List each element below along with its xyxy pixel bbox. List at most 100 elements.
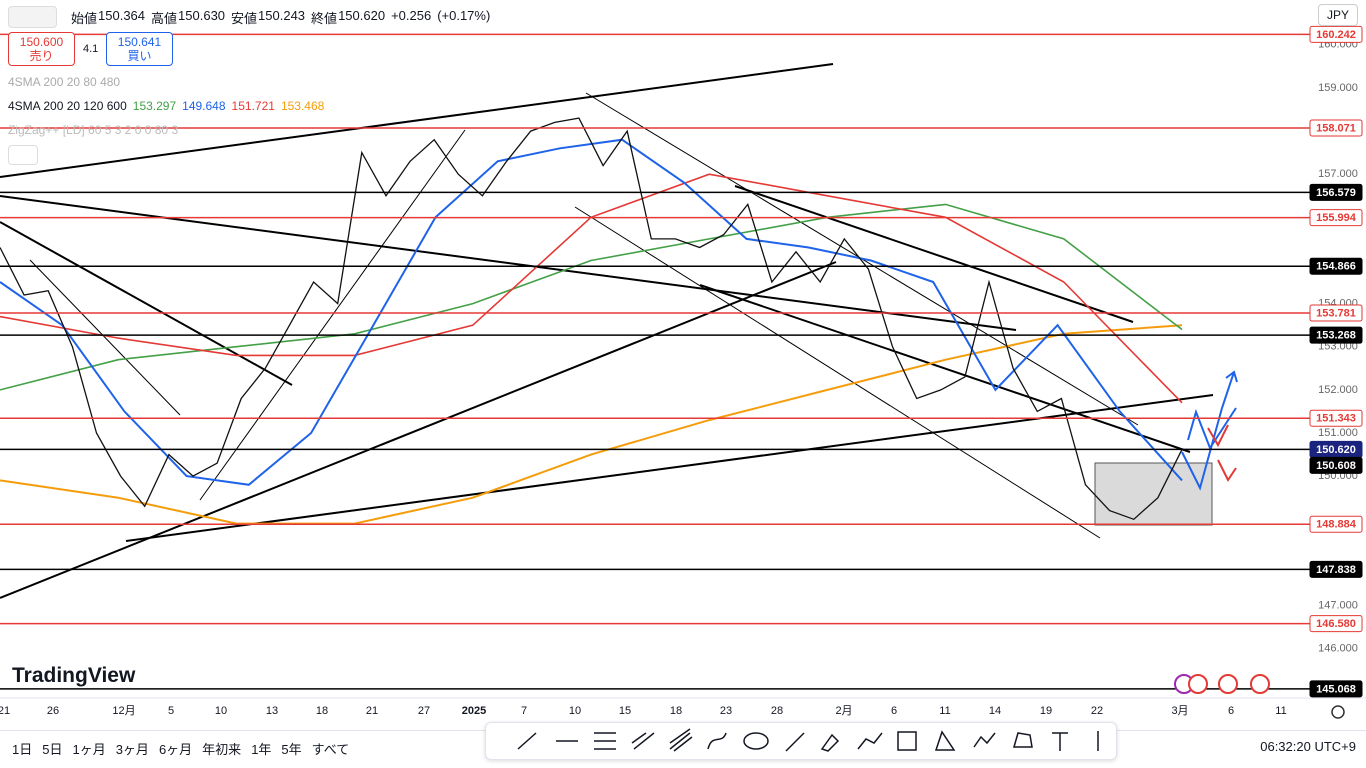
x-tick-label: 15 xyxy=(619,705,631,717)
tool-triangle[interactable] xyxy=(934,730,956,751)
indicator-name: 4SMA 200 20 120 600 xyxy=(8,99,127,113)
label: 安値 xyxy=(231,11,258,26)
indicator-legend[interactable]: 4SMA 200 20 80 480 xyxy=(8,75,126,89)
x-tick-label: 27 xyxy=(418,705,430,717)
tool-path[interactable] xyxy=(857,732,883,750)
level-label: 158.071 xyxy=(1316,122,1356,134)
level-label-bg xyxy=(1309,515,1363,533)
event-icon[interactable] xyxy=(1218,674,1238,694)
level-label-bg xyxy=(1309,456,1363,474)
x-tick-label: 7 xyxy=(521,705,527,717)
x-tick-label: 22 xyxy=(1091,705,1103,717)
timeframe-button[interactable]: すべて xyxy=(311,742,350,757)
x-tick-label: 2月 xyxy=(835,705,852,717)
level-label-bg xyxy=(1309,560,1363,578)
indicator-value: 149.648 xyxy=(182,99,226,113)
buy-price: 150.641 xyxy=(117,35,162,49)
label: 終値 xyxy=(311,11,338,26)
y-tick-label: 159.000 xyxy=(1318,82,1358,94)
timeframe-button[interactable]: 5年 xyxy=(281,742,302,757)
level-label-bg xyxy=(1309,615,1363,633)
sell-price: 150.600 xyxy=(19,35,64,49)
tool-channel[interactable] xyxy=(631,732,655,750)
level-label: 155.994 xyxy=(1316,212,1357,224)
timeframe-button[interactable]: 1日 xyxy=(12,742,33,757)
y-tick-label: 146.000 xyxy=(1318,643,1358,655)
x-tick-label: 2025 xyxy=(462,705,486,717)
trend-line xyxy=(125,394,1214,542)
indicator-value: 151.721 xyxy=(231,99,275,113)
tool-brush[interactable] xyxy=(820,733,840,752)
x-tick-label: 10 xyxy=(569,705,581,717)
y-tick-label: 157.000 xyxy=(1318,168,1358,180)
y-tick-label: 152.000 xyxy=(1318,384,1358,396)
x-tick-label: 12月 xyxy=(112,705,135,717)
x-tick-label: 11 xyxy=(1275,705,1286,717)
collapse-button[interactable] xyxy=(8,145,38,165)
x-tick-label: 19 xyxy=(1040,705,1052,717)
tool-fib[interactable] xyxy=(594,732,616,750)
level-label: 160.242 xyxy=(1316,29,1356,41)
projection-arrow xyxy=(1187,407,1237,451)
x-tick-label: 5 xyxy=(168,705,174,717)
x-tick-label: 6 xyxy=(891,705,897,717)
toggle-icon[interactable] xyxy=(8,6,57,28)
tool-text[interactable] xyxy=(1052,732,1068,751)
ohlc: 始値 150.364 高値 150.630 安値 150.243 終値 150.620 … xyxy=(71,8,496,27)
event-icon[interactable] xyxy=(1188,674,1208,694)
clock: 06:32:20 UTC+9 xyxy=(1260,739,1356,754)
tool-pitchfork[interactable] xyxy=(669,728,693,752)
indicator-value: 153.297 xyxy=(132,99,177,113)
indicator-legend[interactable]: 4SMA 200 20 120 600 153.297 149.648 151.721… xyxy=(8,99,330,113)
label: 始値 xyxy=(71,11,98,26)
timeframe-button[interactable]: 年初来 xyxy=(202,742,242,757)
x-tick-label: 18 xyxy=(316,705,328,717)
level-label: 150.620 xyxy=(1316,444,1356,456)
buy-button[interactable]: 150.641 買い xyxy=(106,32,173,66)
value: 150.630 xyxy=(178,8,226,23)
x-tick-label: 18 xyxy=(670,705,682,717)
indicator-value: 153.468 xyxy=(280,99,325,113)
indicator-legend[interactable]: ZigZag++ [LD] 60 5 3 2 0 0 80 3 xyxy=(8,123,184,137)
level-label: 156.579 xyxy=(1316,187,1356,199)
settings-icon[interactable] xyxy=(1331,705,1345,719)
range-box xyxy=(1094,462,1213,526)
event-icon[interactable] xyxy=(1250,674,1270,694)
x-tick-label: 10 xyxy=(215,705,227,717)
level-label: 151.343 xyxy=(1316,413,1356,425)
y-tick-label: 147.000 xyxy=(1318,599,1358,611)
timeframe-button[interactable]: 5日 xyxy=(42,742,63,757)
projection-arrow xyxy=(1207,424,1229,448)
tool-rect[interactable] xyxy=(897,731,917,751)
spread: 4.1 xyxy=(83,43,99,55)
timeframe-button[interactable]: 3ヶ月 xyxy=(115,742,149,757)
level-label: 153.781 xyxy=(1316,307,1356,319)
currency-button[interactable]: JPY xyxy=(1317,4,1358,26)
value: 150.243 xyxy=(258,8,306,23)
timeframe-button[interactable]: 1年 xyxy=(251,742,272,757)
chart: 146.000147.000150.000151.000152.000153.0… xyxy=(0,25,1366,719)
tool-polyline[interactable] xyxy=(973,732,996,748)
trend-line xyxy=(699,284,1191,453)
trend-line xyxy=(734,185,1134,323)
price-line xyxy=(0,117,1183,521)
level-label-bg xyxy=(1309,183,1363,201)
toolbar-icons xyxy=(517,728,1099,752)
level-label-bg xyxy=(1309,680,1363,698)
timeframe-button[interactable]: 6ヶ月 xyxy=(158,742,193,757)
tool-pattern[interactable] xyxy=(1013,732,1033,748)
sell-button[interactable]: 150.600 売り xyxy=(8,32,75,66)
x-tick-label: 21 xyxy=(366,705,378,717)
price-line xyxy=(0,324,1183,525)
tool-curve[interactable] xyxy=(707,732,727,750)
level-label-bg xyxy=(1309,409,1363,427)
indicator-name: ZigZag++ [LD] 60 5 3 2 0 0 80 3 xyxy=(8,123,179,137)
x-tick-label: 26 xyxy=(47,705,59,717)
value: 150.364 xyxy=(98,8,146,23)
trend-line xyxy=(0,221,293,386)
tool-trend[interactable] xyxy=(517,732,537,750)
tool-arrow[interactable] xyxy=(785,732,805,752)
timeframe-button[interactable]: 1ヶ月 xyxy=(72,742,106,757)
tool-ellipse[interactable] xyxy=(743,732,769,750)
level-label-bg xyxy=(1309,119,1363,137)
